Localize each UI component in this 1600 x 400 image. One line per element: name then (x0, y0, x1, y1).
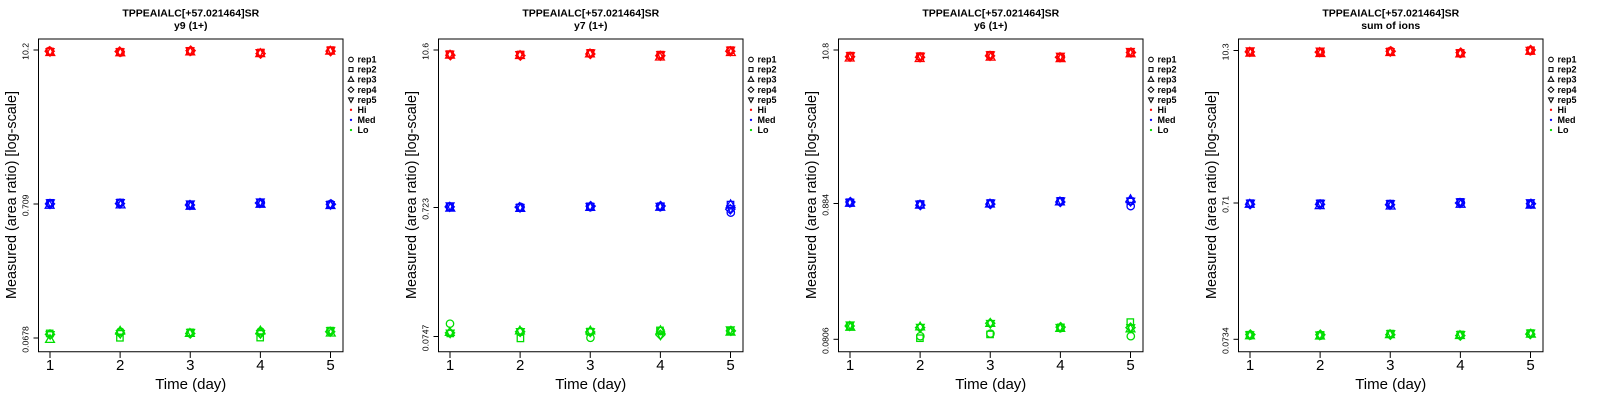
svg-text:Med: Med (758, 115, 776, 125)
svg-text:rep5: rep5 (1158, 95, 1177, 105)
svg-text:y9 (1+): y9 (1+) (174, 20, 208, 32)
svg-text:3: 3 (1386, 357, 1394, 374)
svg-text:Hi: Hi (758, 105, 767, 115)
svg-text:Hi: Hi (1558, 105, 1567, 115)
svg-text:10.6: 10.6 (421, 43, 431, 60)
svg-text:rep2: rep2 (758, 65, 777, 75)
svg-text:rep4: rep4 (358, 85, 377, 95)
svg-text:rep1: rep1 (358, 55, 377, 65)
svg-text:4: 4 (656, 357, 664, 374)
svg-text:rep3: rep3 (1558, 75, 1577, 85)
svg-text:5: 5 (726, 357, 734, 374)
svg-text:5: 5 (326, 357, 334, 374)
svg-text:Med: Med (1558, 115, 1576, 125)
svg-text:rep3: rep3 (1158, 75, 1177, 85)
svg-text:Lo: Lo (358, 125, 369, 135)
svg-text:Time (day): Time (day) (155, 376, 226, 393)
svg-text:0.0678: 0.0678 (21, 326, 31, 353)
svg-text:2: 2 (1316, 357, 1324, 374)
svg-text:0.0747: 0.0747 (421, 324, 431, 351)
svg-text:Time (day): Time (day) (555, 376, 626, 393)
svg-text:10.2: 10.2 (21, 43, 31, 60)
svg-text:Med: Med (1158, 115, 1176, 125)
svg-text:4: 4 (256, 357, 264, 374)
svg-text:5: 5 (1126, 357, 1134, 374)
svg-text:Lo: Lo (1558, 125, 1569, 135)
svg-text:0.723: 0.723 (421, 198, 431, 220)
svg-text:Measured (area ratio) [log-sca: Measured (area ratio) [log-scale] (1204, 91, 1220, 299)
svg-text:rep3: rep3 (358, 75, 377, 85)
svg-text:rep4: rep4 (758, 85, 777, 95)
svg-text:TPPEAIALC[+57.021464]SR: TPPEAIALC[+57.021464]SR (1322, 7, 1459, 19)
svg-text:rep1: rep1 (1558, 55, 1577, 65)
svg-text:rep5: rep5 (758, 95, 777, 105)
svg-text:Hi: Hi (358, 105, 367, 115)
svg-text:1: 1 (1246, 357, 1254, 374)
svg-text:rep5: rep5 (358, 95, 377, 105)
svg-text:TPPEAIALC[+57.021464]SR: TPPEAIALC[+57.021464]SR (922, 7, 1059, 19)
svg-text:rep2: rep2 (358, 65, 377, 75)
svg-text:Measured (area ratio) [log-sca: Measured (area ratio) [log-scale] (4, 91, 20, 299)
svg-text:TPPEAIALC[+57.021464]SR: TPPEAIALC[+57.021464]SR (522, 7, 659, 19)
svg-text:2: 2 (116, 357, 124, 374)
svg-text:Med: Med (358, 115, 376, 125)
svg-text:Measured (area ratio) [log-sca: Measured (area ratio) [log-scale] (404, 91, 420, 299)
svg-text:0.71: 0.71 (1221, 196, 1231, 213)
svg-text:rep4: rep4 (1158, 85, 1177, 95)
svg-text:3: 3 (986, 357, 994, 374)
svg-text:rep4: rep4 (1558, 85, 1577, 95)
svg-text:y7 (1+): y7 (1+) (574, 20, 608, 32)
svg-text:0.709: 0.709 (21, 194, 31, 216)
svg-text:0.0734: 0.0734 (1221, 327, 1231, 354)
svg-text:1: 1 (446, 357, 454, 374)
svg-text:rep2: rep2 (1558, 65, 1577, 75)
svg-text:3: 3 (186, 357, 194, 374)
svg-text:Time (day): Time (day) (955, 376, 1026, 393)
svg-text:1: 1 (846, 357, 854, 374)
svg-text:1: 1 (46, 357, 54, 374)
svg-text:Hi: Hi (1158, 105, 1167, 115)
svg-text:rep2: rep2 (1158, 65, 1177, 75)
svg-text:rep3: rep3 (758, 75, 777, 85)
svg-text:rep1: rep1 (1158, 55, 1177, 65)
svg-text:Time (day): Time (day) (1355, 376, 1426, 393)
svg-text:10.3: 10.3 (1221, 43, 1231, 60)
svg-text:y6 (1+): y6 (1+) (974, 20, 1008, 32)
svg-text:rep5: rep5 (1558, 95, 1577, 105)
svg-text:Lo: Lo (758, 125, 769, 135)
svg-text:2: 2 (916, 357, 924, 374)
svg-text:2: 2 (516, 357, 524, 374)
svg-text:sum of ions: sum of ions (1361, 20, 1420, 32)
svg-text:Measured (area ratio) [log-sca: Measured (area ratio) [log-scale] (804, 91, 820, 299)
svg-text:Lo: Lo (1158, 125, 1169, 135)
svg-text:0.0806: 0.0806 (821, 327, 831, 354)
svg-text:4: 4 (1056, 357, 1064, 374)
svg-text:10.8: 10.8 (821, 43, 831, 60)
svg-text:3: 3 (586, 357, 594, 374)
svg-text:5: 5 (1526, 357, 1534, 374)
svg-text:0.884: 0.884 (821, 194, 831, 216)
svg-text:4: 4 (1456, 357, 1464, 374)
svg-text:rep1: rep1 (758, 55, 777, 65)
svg-text:TPPEAIALC[+57.021464]SR: TPPEAIALC[+57.021464]SR (122, 7, 259, 19)
